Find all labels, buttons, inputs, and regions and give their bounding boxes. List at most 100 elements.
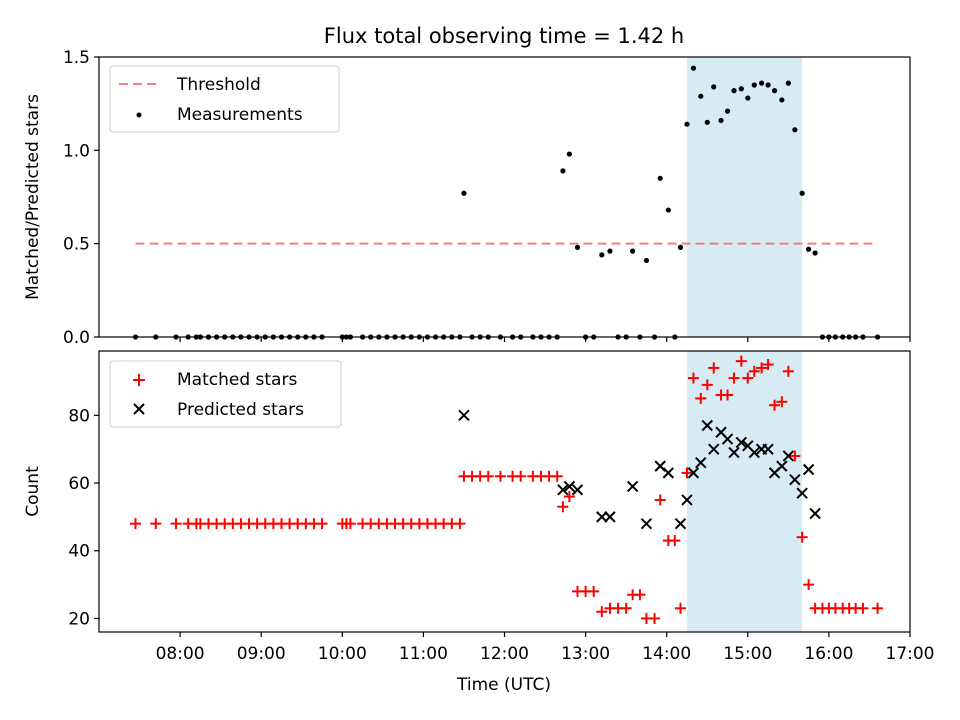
matched-star-points (129, 355, 884, 624)
matched-star-point (129, 518, 141, 530)
predicted-star-point (640, 517, 653, 530)
measurement-point (765, 82, 771, 88)
top-highlight-span (686, 57, 803, 337)
matched-star-point (596, 606, 608, 618)
measurement-point (698, 93, 704, 99)
matched-star-point (681, 467, 693, 479)
measurement-point (566, 151, 572, 157)
measurement-point (806, 246, 812, 252)
top-legend: Threshold Measurements (109, 65, 340, 133)
matched-star-point (654, 494, 666, 506)
y-tick-label: 60 (68, 474, 90, 494)
measurement-point (792, 127, 798, 133)
matched-star-point (634, 589, 646, 601)
legend-matched-swatch (133, 374, 145, 386)
matched-star-point (551, 470, 563, 482)
predicted-star-point (681, 494, 693, 506)
bottom-axes-frame (98, 350, 911, 633)
predicted-star-point (674, 517, 687, 530)
measurement-point (630, 248, 636, 254)
y-tick-label: 1.0 (63, 141, 90, 161)
matched-star-point (674, 602, 686, 614)
matched-star-point (782, 365, 794, 377)
x-tick-label: 10:00 (318, 644, 367, 664)
matched-star-point (687, 372, 699, 384)
predicted-star-points (458, 409, 821, 530)
legend-threshold-label: Threshold (176, 75, 261, 95)
chart-title: Flux total observing time = 1.42 h (324, 24, 684, 48)
matched-star-point (482, 470, 494, 482)
predicted-star-point (596, 511, 608, 523)
bottom-x-ticks: 08:00 09:00 10:00 11:00 12:00 13:00 14:00 15:00… (156, 632, 935, 664)
predicted-star-point (695, 457, 707, 469)
predicted-star-point (728, 446, 740, 459)
measurement-point (665, 207, 671, 213)
predicted-star-point (796, 487, 808, 499)
matched-star-point (762, 359, 774, 371)
matched-star-point (722, 389, 734, 401)
measurement-point (684, 121, 690, 127)
top-panel: 0.0 0.5 1.0 1.5 Matched/Predicted stars Thr… (23, 48, 911, 348)
bottom-y-axis-label: Count (23, 466, 43, 517)
predicted-star-point (789, 473, 801, 486)
measurement-point (724, 108, 731, 114)
predicted-star-point (563, 480, 576, 493)
matched-star-point (316, 518, 328, 530)
bottom-y-ticks: 20 40 60 80 (68, 406, 99, 629)
measurement-point (704, 119, 710, 125)
predicted-star-point (604, 511, 616, 523)
measurement-point (751, 82, 757, 88)
x-tick-label: 09:00 (237, 644, 286, 664)
measurement-point (657, 175, 663, 181)
predicted-star-point (782, 450, 795, 462)
y-tick-label: 1.5 (63, 48, 90, 68)
x-tick-label: 12:00 (480, 644, 529, 664)
bottom-panel: 20 40 60 80 08:00 09:00 10:00 11:00 12:00 13:00 1… (23, 350, 935, 695)
matched-star-point (454, 518, 466, 530)
measurement-point (785, 80, 791, 86)
matched-star-point (742, 372, 754, 384)
predicted-star-point (662, 467, 675, 479)
legend-matched-label: Matched stars (177, 370, 297, 390)
predicted-star-point (809, 507, 821, 520)
matched-star-point (669, 535, 681, 547)
matched-star-point (776, 396, 788, 408)
matched-star-point (872, 602, 884, 614)
matched-star-point (170, 518, 182, 530)
measurement-point (718, 117, 724, 124)
x-tick-label: 13:00 (561, 644, 610, 664)
y-tick-label: 80 (68, 406, 90, 426)
bottom-highlight-span (686, 351, 803, 632)
measurement-points (132, 65, 881, 340)
matched-star-point (857, 602, 869, 614)
measurement-point (643, 257, 650, 264)
predicted-star-point (802, 463, 815, 476)
x-tick-label: 11:00 (399, 644, 448, 664)
legend-predicted-label: Predicted stars (177, 400, 304, 420)
predicted-star-point (458, 409, 470, 422)
predicted-star-point (571, 484, 584, 496)
predicted-star-point (626, 480, 639, 493)
top-axes-frame (98, 56, 911, 338)
legend-measurement-label: Measurements (177, 105, 303, 125)
measurement-point (771, 88, 778, 94)
x-tick-label: 08:00 (156, 644, 205, 664)
x-axis-label: Time (UTC) (456, 675, 551, 695)
matched-star-point (563, 491, 575, 503)
measurement-point (812, 250, 818, 256)
y-tick-label: 20 (68, 609, 90, 629)
matched-star-point (515, 470, 527, 482)
bottom-legend: Matched stars Predicted stars (109, 360, 342, 428)
measurement-point (461, 190, 467, 196)
matched-star-point (796, 531, 808, 543)
matched-star-point (748, 365, 760, 377)
measurement-point (677, 244, 684, 250)
bottom-legend-box (109, 360, 342, 428)
matched-star-point (344, 518, 356, 530)
predicted-star-point (735, 436, 748, 449)
predicted-star-point (762, 443, 774, 455)
predicted-star-point (776, 460, 788, 472)
predicted-star-point (687, 467, 700, 479)
measurement-point (731, 88, 737, 94)
